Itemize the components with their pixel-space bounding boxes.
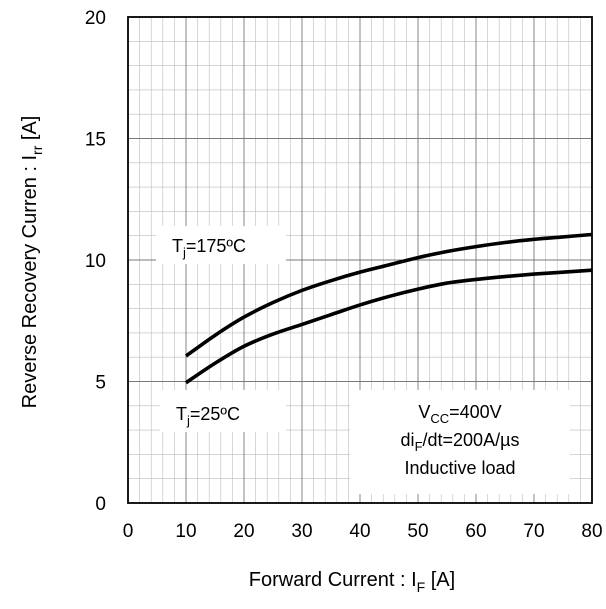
x-tick-labels: 0 10 20 30 40 50 60 70 80 [123,521,603,542]
conditions-label-bg [350,390,570,494]
tj175-sub: j [182,245,186,260]
x-tick-label: 60 [465,521,486,542]
tj175-label: Tj=175ºC [172,236,246,260]
tj25-sub: j [186,413,190,428]
didt-sub: F [415,439,423,454]
series-line-175c [184,232,593,358]
y-axis-label-unit: [A] [19,116,41,146]
series-line-25c [184,268,593,385]
x-tick-label: 30 [291,521,312,542]
load-label: Inductive load [404,458,515,478]
x-axis-label-main: Forward Current : I [249,569,417,591]
y-tick-label: 20 [85,8,106,29]
x-tick-label: 40 [349,521,370,542]
y-axis-label: Reverse Recovery Curren : Irr [A] [19,116,45,409]
tj25-label: Tj=25ºC [176,404,240,428]
tj25-label-bg [160,390,286,432]
y-tick-label: 10 [85,251,106,272]
didt-rest: /dt=200A/µs [423,430,520,450]
x-axis-label-sub: F [417,579,426,595]
tj175-rest: =175ºC [186,236,246,256]
tj25-main: T [176,404,187,424]
x-tick-label: 0 [123,521,134,542]
x-tick-label: 20 [233,521,254,542]
vcc-sub: CC [430,411,449,426]
vcc-main: V [418,402,430,422]
x-axis-label: Forward Current : IF [A] [249,569,455,595]
x-tick-label: 50 [407,521,428,542]
x-tick-label: 10 [175,521,196,542]
tj25-rest: =25ºC [190,404,240,424]
series-lines [184,232,593,385]
y-axis-label-sub: rr [29,145,45,155]
y-tick-label: 0 [95,494,106,515]
tj175-main: T [172,236,183,256]
x-axis-label-unit: [A] [425,569,455,591]
y-axis-label-main: Reverse Recovery Curren : I [19,155,41,408]
vcc-label: VCC=400V [418,402,501,426]
didt-main: di [401,430,415,450]
y-tick-label: 15 [85,130,106,151]
y-tick-labels: 0 5 10 15 20 [85,8,106,515]
x-tick-label: 70 [523,521,544,542]
y-tick-label: 5 [95,373,106,394]
didt-label: diF/dt=200A/µs [401,430,520,454]
vcc-rest: =400V [449,402,502,422]
x-tick-label: 80 [581,521,602,542]
tj175-label-bg [156,226,286,264]
plot-frame [127,16,593,504]
